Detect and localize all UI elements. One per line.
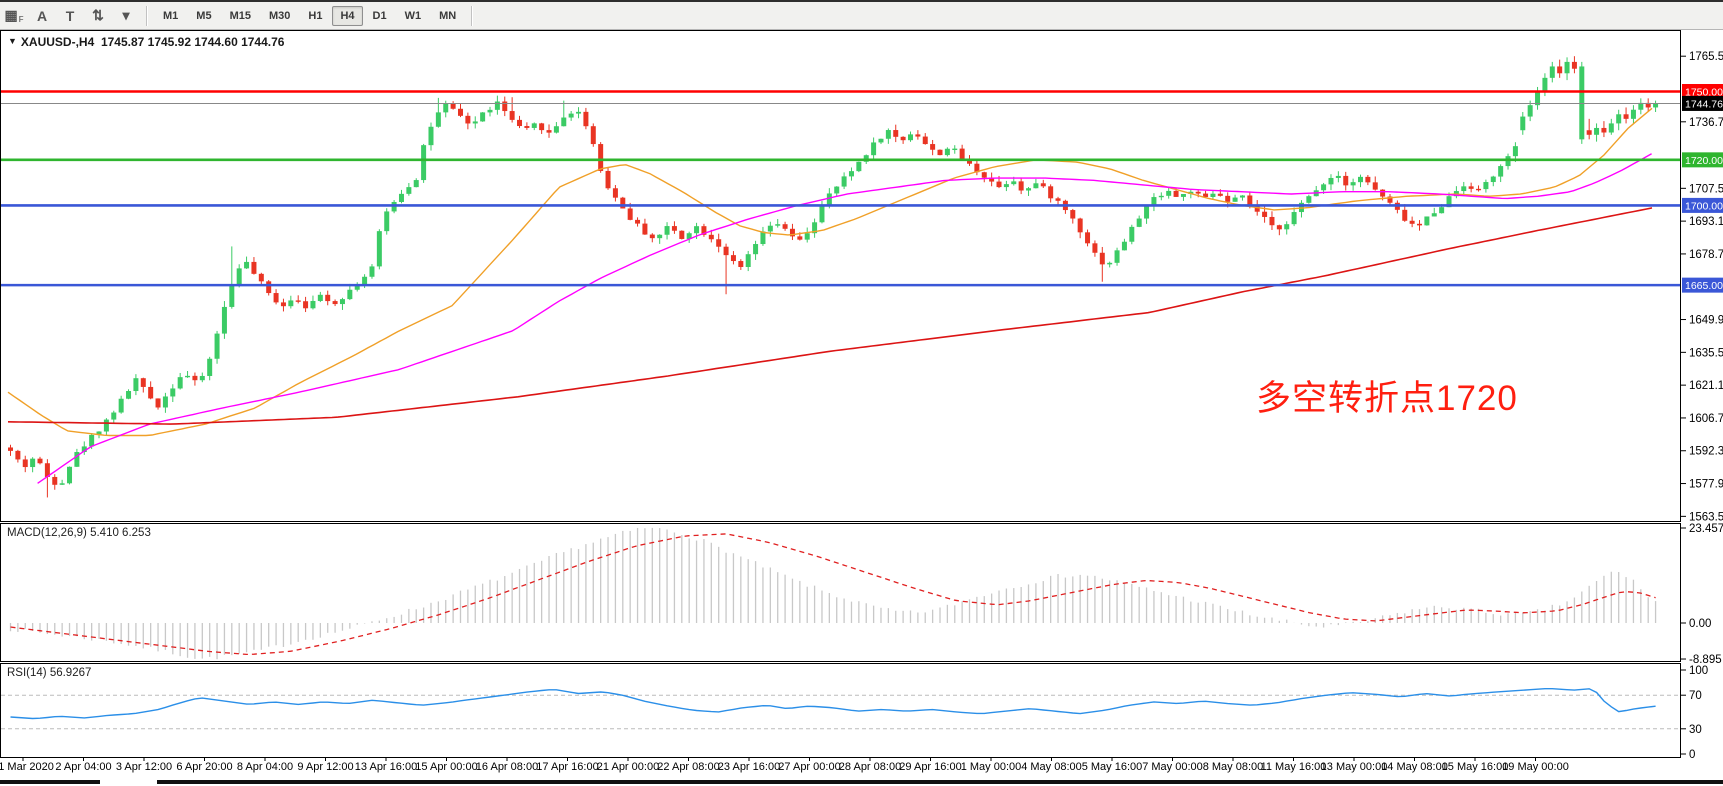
- ohlc-values: 1745.87 1745.92 1744.60 1744.76: [100, 35, 285, 49]
- svg-text:1744.76: 1744.76: [1685, 98, 1723, 110]
- symbol-period-label: XAUUSD-,H4: [20, 35, 95, 49]
- panel-borders: [0, 30, 1681, 758]
- svg-text:14 May 08:00: 14 May 08:00: [1381, 761, 1448, 773]
- svg-text:1765.50: 1765.50: [1689, 51, 1723, 63]
- ma-mid-magenta: [37, 153, 1652, 484]
- ma-fast-orange: [7, 107, 1653, 437]
- text-label-icon[interactable]: A: [36, 7, 48, 24]
- timeframe-button-w1[interactable]: W1: [404, 9, 422, 22]
- svg-text:70: 70: [1689, 690, 1702, 702]
- f-grid-icon[interactable]: ▦ F: [4, 7, 24, 24]
- timeframe-button-mn[interactable]: MN: [439, 9, 457, 22]
- svg-text:1707.50: 1707.50: [1689, 183, 1723, 195]
- svg-text:13 May 00:00: 13 May 00:00: [1321, 761, 1388, 773]
- text-box-icon[interactable]: T: [65, 7, 75, 24]
- svg-text:19 May 00:00: 19 May 00:00: [1502, 761, 1569, 773]
- arrows-style-icon[interactable]: ⇅: [92, 7, 104, 23]
- svg-text:1700.00: 1700.00: [1685, 200, 1723, 212]
- svg-text:13 Apr 16:00: 13 Apr 16:00: [355, 761, 417, 773]
- rsi-indicator-label: RSI(14) 56.9267: [7, 667, 92, 679]
- scrollbar-thumb[interactable]: [100, 780, 157, 784]
- svg-text:1750.00: 1750.00: [1685, 87, 1723, 99]
- svg-text:8 Apr 04:00: 8 Apr 04:00: [237, 761, 293, 773]
- toolbar-separator: [146, 5, 148, 26]
- svg-text:7 May 00:00: 7 May 00:00: [1142, 761, 1203, 773]
- svg-text:23.457: 23.457: [1689, 523, 1723, 535]
- svg-text:5 May 16:00: 5 May 16:00: [1082, 761, 1143, 773]
- svg-text:1678.70: 1678.70: [1689, 249, 1723, 261]
- timeframe-button-h1[interactable]: H1: [308, 9, 323, 22]
- svg-text:1621.10: 1621.10: [1689, 380, 1723, 392]
- svg-text:1 May 00:00: 1 May 00:00: [961, 761, 1022, 773]
- svg-text:22 Apr 08:00: 22 Apr 08:00: [657, 761, 719, 773]
- svg-text:8 May 08:00: 8 May 08:00: [1203, 761, 1264, 773]
- svg-text:6 Apr 20:00: 6 Apr 20:00: [176, 761, 232, 773]
- svg-text:16 Apr 08:00: 16 Apr 08:00: [476, 761, 538, 773]
- svg-text:1606.70: 1606.70: [1689, 413, 1723, 425]
- timeframe-button-d1[interactable]: D1: [372, 9, 387, 22]
- svg-text:31 Mar 2020: 31 Mar 2020: [0, 761, 54, 773]
- symbol-ohlc-header: ▼ XAUUSD-,H4 1745.87 1745.92 1744.60 1744…: [8, 35, 284, 49]
- svg-text:1720.00: 1720.00: [1685, 155, 1723, 167]
- svg-text:28 Apr 08:00: 28 Apr 08:00: [839, 761, 901, 773]
- toolbar: ▦ F A T ⇅ ▾ M1 M5 M15 M30 H1 H4 D1 W1 MN: [0, 0, 1723, 30]
- svg-text:11 May 16:00: 11 May 16:00: [1261, 761, 1327, 773]
- svg-text:1736.70: 1736.70: [1689, 117, 1723, 129]
- macd-panel: 23.457 0.00 -8.895: [9, 523, 1723, 666]
- svg-text:1649.90: 1649.90: [1689, 315, 1723, 327]
- timeframe-button-m1[interactable]: M1: [163, 9, 179, 22]
- dropdown-caret-icon[interactable]: ▾: [122, 7, 130, 23]
- svg-text:1577.90: 1577.90: [1689, 479, 1723, 491]
- moving-averages: [7, 107, 1653, 484]
- svg-text:17 Apr 16:00: 17 Apr 16:00: [536, 761, 598, 773]
- svg-text:27 Apr 00:00: 27 Apr 00:00: [778, 761, 840, 773]
- svg-text:15 Apr 00:00: 15 Apr 00:00: [415, 761, 477, 773]
- svg-text:15 May 16:00: 15 May 16:00: [1442, 761, 1509, 773]
- horizontal-lines: [1, 90, 1680, 287]
- svg-text:4 May 08:00: 4 May 08:00: [1021, 761, 1082, 773]
- svg-text:1563.50: 1563.50: [1689, 511, 1723, 523]
- svg-text:2 Apr 04:00: 2 Apr 04:00: [55, 761, 111, 773]
- horizontal-scrollbar[interactable]: [0, 780, 1723, 784]
- svg-text:0: 0: [1689, 749, 1695, 761]
- svg-text:1635.50: 1635.50: [1689, 347, 1723, 359]
- rsi-line: [10, 688, 1656, 720]
- svg-text:9 Apr 12:00: 9 Apr 12:00: [297, 761, 353, 773]
- svg-text:29 Apr 16:00: 29 Apr 16:00: [899, 761, 961, 773]
- svg-text:100: 100: [1689, 665, 1708, 677]
- macd-indicator-label: MACD(12,26,9) 5.410 6.253: [7, 527, 151, 539]
- svg-text:23 Apr 16:00: 23 Apr 16:00: [718, 761, 780, 773]
- svg-text:30: 30: [1689, 724, 1702, 736]
- svg-text:21 Apr 00:00: 21 Apr 00:00: [597, 761, 659, 773]
- timeframe-button-m15[interactable]: M15: [229, 9, 251, 22]
- timeframe-button-m30[interactable]: M30: [268, 9, 291, 22]
- chevron-down-icon[interactable]: ▼: [8, 36, 17, 46]
- svg-text:3 Apr 12:00: 3 Apr 12:00: [116, 761, 172, 773]
- timeframe-button-m5[interactable]: M5: [196, 9, 212, 22]
- toolbar-icons: ▦ F A T ⇅ ▾: [0, 5, 140, 27]
- chart-text-annotation: 多空转折点1720: [1256, 379, 1518, 418]
- price-scale: 1765.50 1736.70 1707.50 1693.10 1678.70 1649.…: [1680, 51, 1723, 523]
- svg-text:0.00: 0.00: [1689, 618, 1711, 630]
- macd-signal-line: [10, 533, 1656, 656]
- timeframe-buttons: M1 M5 M15 M30 H1 H4 D1 W1 MN: [154, 5, 465, 26]
- svg-text:1665.00: 1665.00: [1685, 280, 1723, 292]
- toolbar-separator: [471, 5, 474, 26]
- rsi-panel: 100 70 30 0: [1, 665, 1708, 761]
- timeframe-button-h4[interactable]: H4: [332, 5, 363, 26]
- svg-text:1592.30: 1592.30: [1689, 446, 1723, 458]
- svg-text:-8.895: -8.895: [1689, 654, 1722, 666]
- ma-slow-red: [7, 207, 1653, 425]
- svg-text:1693.10: 1693.10: [1689, 216, 1723, 228]
